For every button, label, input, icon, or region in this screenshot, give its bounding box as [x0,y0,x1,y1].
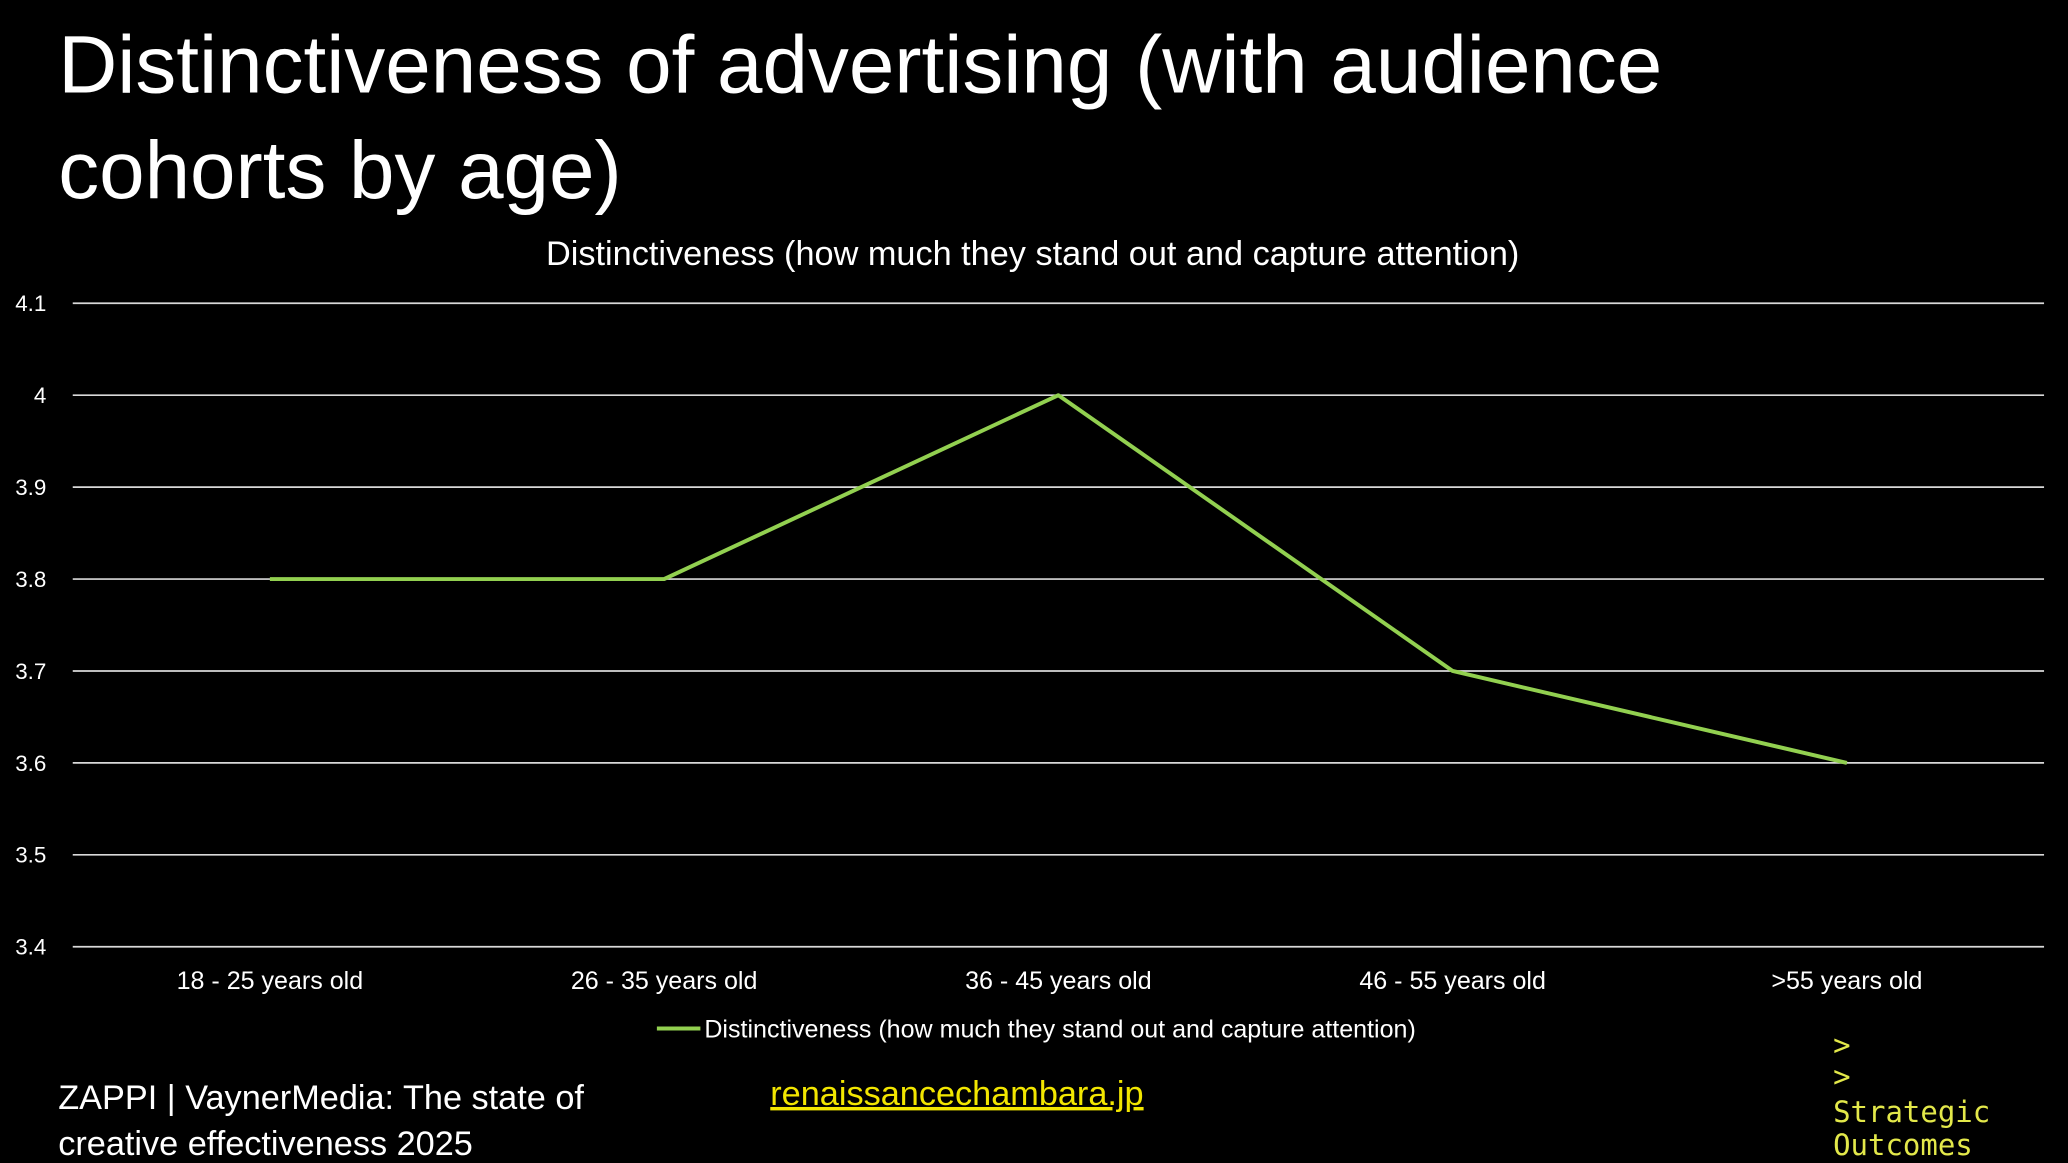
y-tick-label: 3.4 [15,935,46,960]
logo: Strategic [1833,1095,1990,1129]
chart-title: Distinctiveness (how much they stand out… [546,235,1519,273]
logo: > [1833,1028,1850,1062]
y-tick-label: 3.5 [15,843,46,868]
x-tick-label: 26 - 35 years old [571,967,758,995]
y-tick-label: 3.8 [15,567,46,592]
y-tick-label: 3.6 [15,751,46,776]
y-tick-label: 3.7 [15,659,46,684]
x-tick-label: 18 - 25 years old [177,967,364,995]
x-tick-label: 36 - 45 years old [965,967,1152,995]
legend-label: Distinctiveness (how much they stand out… [704,1016,1415,1044]
y-tick-label: 4 [34,383,46,408]
slide-title: cohorts by age) [58,125,621,216]
y-tick-label: 4.1 [15,291,46,316]
source: ZAPPI | VaynerMedia: The state of [58,1079,584,1117]
source: creative effectiveness 2025 [58,1125,473,1163]
link[interactable]: renaissancechambara.jp [770,1075,1143,1113]
x-tick-label: 46 - 55 years old [1359,967,1546,995]
series-line [269,393,1848,765]
x-tick-label: >55 years old [1771,967,1922,995]
slide-title: Distinctiveness of advertising (with aud… [58,19,1662,110]
y-tick-label: 3.9 [15,475,46,500]
logo: > [1833,1060,1850,1094]
logo: Outcomes [1833,1128,1973,1162]
